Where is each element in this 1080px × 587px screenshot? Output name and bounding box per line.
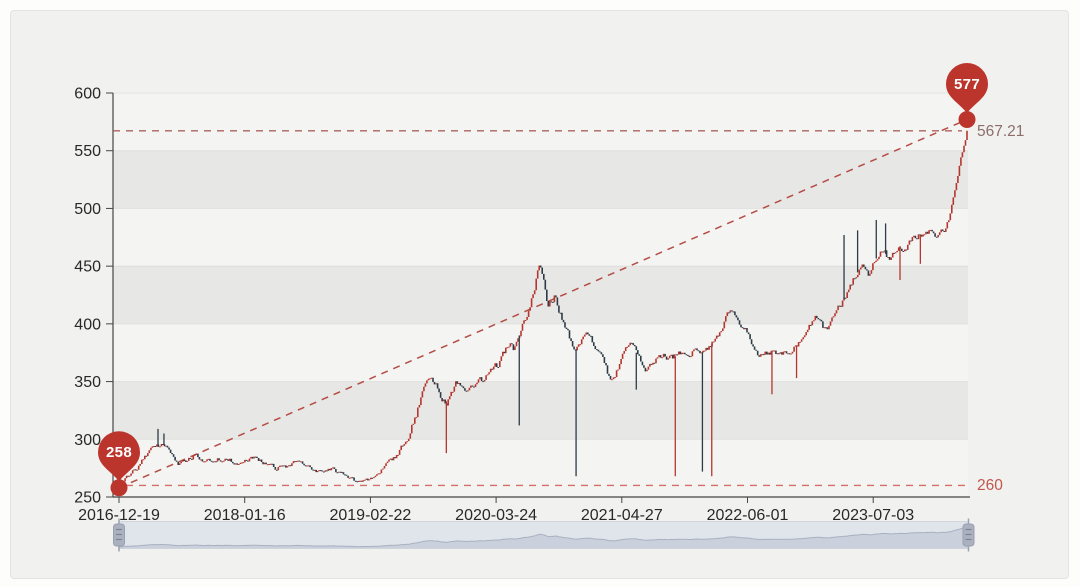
x-axis-label: 2018-01-16: [204, 507, 286, 524]
x-axis-label: 2020-03-24: [455, 507, 537, 524]
axes: 250 300 350 400 450 500 550 600 2016-12-19 2018-0…: [74, 86, 970, 524]
mark-lines: [113, 118, 968, 489]
slider-preview-area: [119, 526, 969, 549]
y-axis-label: 550: [74, 143, 101, 160]
y-split-bands: [113, 93, 968, 497]
trend-dashed-line: [118, 118, 968, 489]
chart-plot-area[interactable]: [113, 93, 968, 497]
max-point-dot: [958, 111, 976, 129]
candlestick-series: [119, 130, 968, 488]
x-axis-label: 2021-04-27: [581, 507, 663, 524]
y-axis-label: 350: [74, 374, 101, 391]
y-axis-label: 600: [74, 86, 101, 103]
x-axis-label: 2019-02-22: [329, 507, 411, 524]
slider-preview-line: [118, 526, 969, 548]
x-axis-label: 2023-07-03: [832, 507, 914, 524]
y-axis-label: 400: [74, 316, 101, 333]
min-pin-marker: [98, 431, 140, 482]
slider-handle-right[interactable]: [962, 518, 975, 552]
x-axis-label: 2016-12-19: [78, 507, 160, 524]
y-axis-label: 300: [74, 432, 101, 449]
min-point-dot: [110, 479, 128, 497]
markers: [98, 63, 988, 497]
y-axis-label: 450: [74, 259, 101, 276]
y-axis-label: 500: [74, 201, 101, 218]
datazoom-slider[interactable]: [113, 518, 975, 552]
y-axis-label: 250: [74, 490, 101, 507]
x-axis-label: 2022-06-01: [707, 507, 789, 524]
slider-handle-left[interactable]: [113, 518, 125, 552]
max-pin-marker: [946, 63, 988, 114]
